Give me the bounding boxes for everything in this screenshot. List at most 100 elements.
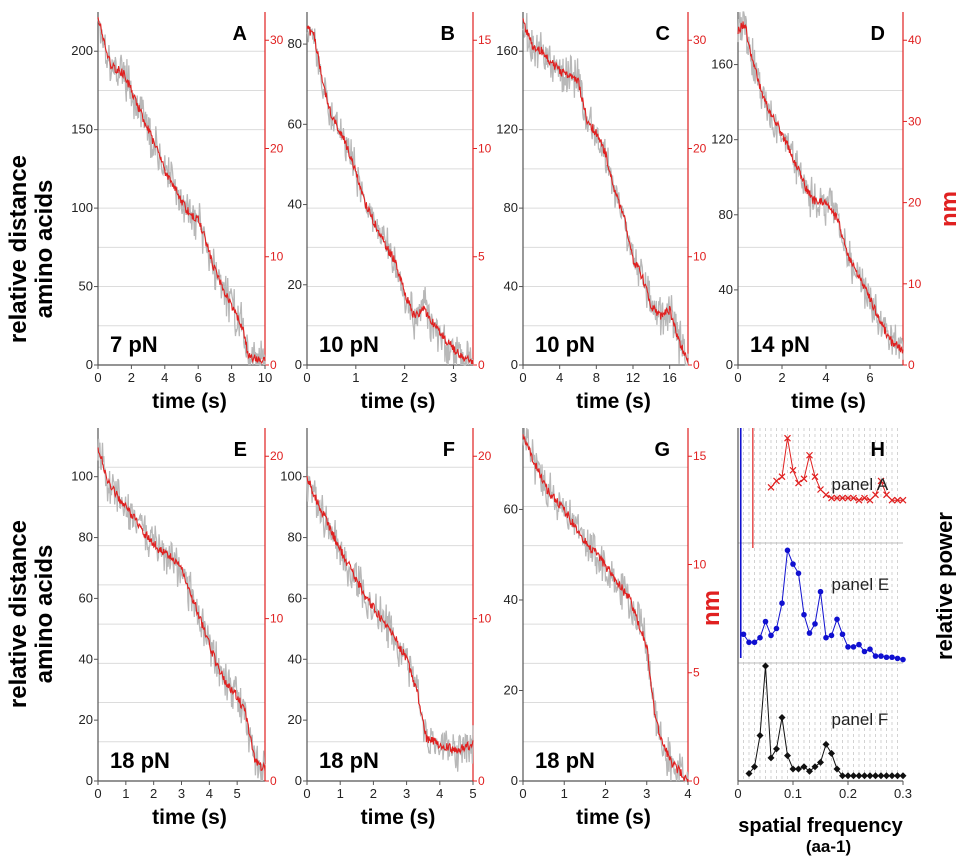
panel-a-force-label: 7 pN: [110, 332, 158, 357]
panel-c-y-tick-label: 80: [504, 200, 518, 215]
panel-f-raw-trace: [306, 475, 474, 772]
panel-b-y-tick-label: 20: [288, 277, 302, 292]
panel-d-nm-tick-label: 20: [908, 196, 922, 210]
panel-h-point: [756, 731, 764, 739]
panel-h-point: [795, 570, 802, 577]
panel-h-point: [811, 473, 819, 481]
panel-b-force-label: 10 pN: [319, 332, 379, 357]
panel-h-point: [817, 486, 824, 493]
panel-b-raw-trace: [306, 26, 474, 366]
panel-h-point: [833, 494, 841, 502]
panel-h-point: [789, 466, 797, 474]
panel-d-raw-trace: [737, 11, 904, 360]
panel-g-x-tick-label: 0: [519, 786, 526, 801]
panel-g-x-tick-label: 2: [602, 786, 609, 801]
panel-h-point: [795, 479, 802, 487]
panel-f-x-tick-label: 1: [337, 786, 344, 801]
panel-c-y-tick-label: 120: [496, 122, 518, 137]
panel-h-point: [767, 754, 775, 762]
panel-d-y-tick-label: 40: [719, 282, 733, 297]
panel-a-nm-tick-label: 30: [270, 33, 284, 47]
panel-h-point: [762, 618, 769, 625]
panel-h-point: [877, 772, 885, 780]
panel-h-point: [806, 451, 813, 459]
panel-f-y-tick-label: 100: [280, 469, 302, 484]
panel-c-force-label: 10 pN: [535, 332, 595, 357]
panel-h-point: [850, 494, 857, 502]
panel-a-y-tick-label: 50: [79, 279, 93, 294]
panel-f-y-tick-label: 80: [288, 530, 302, 545]
panel-h-point: [828, 632, 835, 639]
panel-e-x-tick-label: 0: [94, 786, 101, 801]
panel-h-point: [784, 434, 791, 442]
panel-b-letter: B: [441, 23, 455, 45]
panel-b-nm-tick-label: 10: [478, 141, 492, 155]
panel-b-filtered-trace: [306, 25, 474, 365]
panel-a-y-tick-label: 100: [71, 200, 93, 215]
panel-e-x-tick-label: 4: [206, 786, 213, 801]
panel-h-point: [800, 763, 808, 771]
panel-a-y-tick-label: 0: [86, 357, 93, 372]
panel-f-x-tick-label: 3: [403, 786, 410, 801]
panel-c-letter: C: [656, 23, 670, 45]
panel-h-point: [888, 496, 896, 504]
panel-h-point: [834, 616, 840, 623]
panel-c-y-tick-label: 40: [504, 279, 518, 294]
panel-a-xlabel: time (s): [152, 390, 227, 413]
panel-h-point: [861, 494, 868, 502]
panel-h-point: [800, 475, 808, 483]
panel-h-point: [855, 772, 863, 780]
panel-c-nm-tick-label: 30: [693, 33, 707, 47]
panel-e-y-tick-label: 60: [79, 590, 93, 605]
panel-h-point: [790, 561, 796, 567]
panel-h-point: [740, 631, 747, 638]
panel-h-point: [883, 654, 890, 661]
panel-h-point: [784, 752, 791, 760]
panel-h-point: [778, 714, 786, 722]
panel-c-x-tick-label: 16: [662, 370, 676, 385]
panel-b-x-tick-label: 2: [401, 370, 408, 385]
panel-e-x-tick-label: 2: [150, 786, 157, 801]
panel-a-x-tick-label: 8: [228, 370, 235, 385]
panel-h-point: [878, 653, 884, 659]
panel-d-y-tick-label: 0: [726, 357, 733, 372]
panel-h-point: [822, 491, 830, 499]
panel-h-point: [789, 765, 797, 773]
panel-a-nm-tick-label: 20: [270, 141, 284, 155]
panel-h-x-tick-label: 0.2: [839, 786, 857, 801]
panel-h-point: [828, 749, 835, 757]
panel-h-point: [856, 641, 862, 648]
panel-h-point: [778, 473, 786, 481]
panel-f-xlabel: time (s): [361, 806, 436, 829]
panel-a-nm-tick-label: 10: [270, 250, 284, 264]
panel-g-x-tick-label: 4: [684, 786, 691, 801]
panel-c-x-tick-label: 12: [626, 370, 640, 385]
panel-g-force-label: 18 pN: [535, 748, 595, 773]
panel-b-nm-tick-label: 5: [478, 250, 485, 264]
panel-h-point: [773, 477, 780, 485]
panel-c-nm-tick-label: 10: [693, 250, 707, 264]
panel-h-point: [746, 639, 752, 646]
panel-a-y-tick-label: 150: [71, 122, 93, 137]
right-axis-title-h: relative power: [932, 512, 956, 660]
panel-h-point: [866, 772, 874, 780]
panel-g-nm-tick-label: 0: [693, 774, 700, 788]
panel-f-x-tick-label: 2: [370, 786, 377, 801]
panel-g-nm-tick-label: 10: [693, 557, 707, 571]
panel-a-x-tick-label: 4: [161, 370, 168, 385]
panel-h-point: [768, 632, 774, 639]
panel-f-force-label: 18 pN: [319, 748, 379, 773]
panel-h-point: [833, 765, 841, 773]
panel-b-xlabel: time (s): [361, 390, 436, 413]
panel-h-point: [817, 588, 824, 595]
left-axis-title-top-line1: relative distance: [5, 154, 32, 344]
panel-f-nm-tick-label: 10: [478, 612, 492, 626]
panel-h-point: [762, 662, 769, 670]
panel-h-point: [894, 772, 901, 780]
left-axis-title-top: relative distance amino acids: [5, 144, 58, 354]
panel-e-raw-trace: [97, 438, 266, 782]
panel-g-y-tick-label: 60: [504, 501, 518, 516]
panel-g-y-tick-label: 20: [504, 682, 518, 697]
panel-c-xlabel: time (s): [576, 390, 651, 413]
